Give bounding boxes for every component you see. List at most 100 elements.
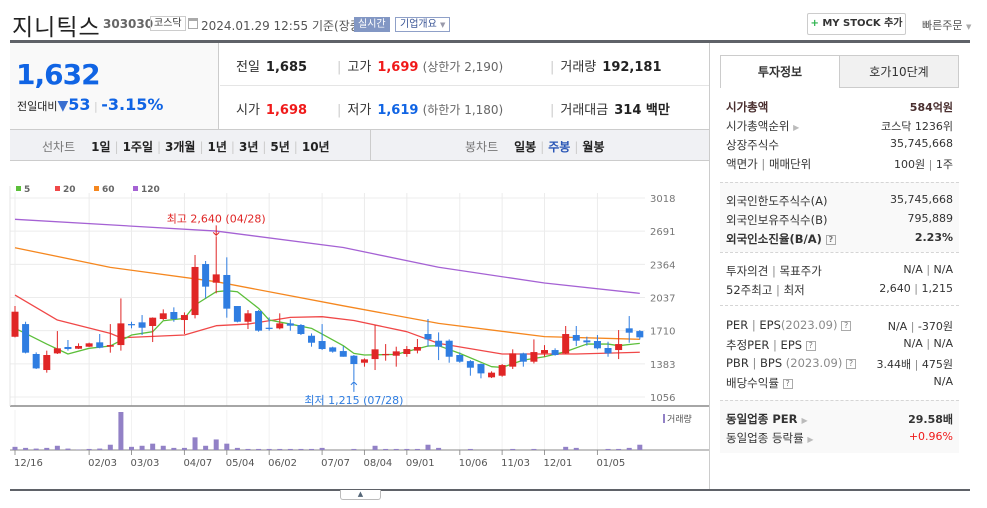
separator: |: [262, 140, 267, 154]
divider: [709, 43, 710, 490]
candle-body: [583, 340, 591, 343]
rank-link[interactable]: 시가총액순위 ▶: [726, 118, 799, 134]
help-icon[interactable]: ?: [825, 234, 836, 245]
x-tick-label: 12/16: [14, 458, 43, 469]
separator: |: [293, 140, 298, 154]
volume-bar: [171, 447, 177, 450]
tab-investment-info[interactable]: 투자정보: [720, 55, 840, 88]
shares-label: 상장주식수: [726, 138, 779, 152]
candle-body: [138, 322, 146, 328]
y-tick-label: 2691: [650, 227, 675, 238]
down-triangle-icon: ▼: [57, 98, 69, 114]
eps-period: (2023.09): [780, 318, 838, 332]
arrow-right-icon: ▶: [793, 123, 800, 132]
x-tick-label: 01/05: [596, 458, 625, 469]
change-label: 전일대비: [17, 100, 58, 113]
arrow-right-icon: ▶: [807, 435, 814, 444]
volume-bar: [605, 448, 611, 450]
tab-line-0[interactable]: 1일: [91, 140, 111, 154]
per-value: N/A: [887, 320, 908, 333]
volume-bar: [393, 448, 399, 450]
volume-bar: [436, 447, 442, 450]
help-icon[interactable]: ?: [841, 320, 852, 331]
est-per-label: 추정PER: [726, 338, 770, 352]
volume-bar: [626, 447, 632, 450]
chevron-down-icon: ▼: [965, 23, 972, 31]
volume-bar: [298, 448, 304, 450]
help-icon[interactable]: ?: [782, 378, 793, 389]
timestamp: 2024.01.29 12:55 기준(장중): [201, 17, 365, 34]
candle-body: [149, 317, 157, 327]
help-icon[interactable]: ?: [805, 340, 816, 351]
candle-body: [22, 324, 30, 353]
corp-overview-dropdown[interactable]: 기업개요 ▼: [395, 17, 451, 32]
legend-label-60: 60: [102, 185, 115, 195]
volume-bar: [372, 445, 378, 450]
high-annotation: 최고 2,640 (04/28): [167, 212, 266, 225]
stock-code: 303030: [103, 17, 154, 31]
volume-bar: [213, 439, 219, 450]
arrow-up-icon: [350, 381, 358, 392]
volume-bar: [33, 448, 39, 450]
unit-label: 매매단위: [768, 157, 812, 171]
pbr-label: PBR: [726, 356, 749, 370]
industry-change-link[interactable]: 동일업종 등락률 ▶: [726, 430, 814, 446]
x-tick-label: 11/03: [501, 458, 530, 469]
add-mystock-button[interactable]: + MY STOCK 추가: [807, 13, 906, 35]
candle-body: [96, 342, 104, 348]
separator: |: [574, 140, 579, 154]
volume-value: 192,181: [602, 60, 662, 75]
plus-icon: +: [810, 18, 819, 29]
w52-low-label: 최저: [783, 283, 805, 297]
candle-body: [392, 351, 400, 356]
candle-body: [75, 345, 83, 349]
tab-line-5[interactable]: 5년: [270, 140, 290, 154]
tab-line-2[interactable]: 3개월: [165, 140, 196, 154]
bps-label: BPS: [760, 356, 783, 370]
quote-row-1: 전일 1,685 | 고가 1,699 (상한가 2,190) | 거래량 192,181: [220, 43, 709, 86]
rank-value: 코스닥 1236위: [881, 120, 953, 133]
x-tick-label: 12/01: [544, 458, 573, 469]
w52-low-value: 1,215: [921, 282, 954, 295]
foreign-limit-label: 외국인한도주식수(A): [726, 194, 828, 208]
industry-per-link[interactable]: 동일업종 PER ▶: [726, 411, 808, 427]
candle-body: [541, 350, 548, 354]
legend-swatch-20: [55, 186, 60, 191]
tab-candle-2[interactable]: 월봉: [582, 140, 605, 154]
volume-bar: [23, 447, 29, 450]
tab-orderbook[interactable]: 호가10단계: [839, 55, 959, 88]
low-label: 저가: [347, 103, 372, 118]
legend-label-120: 120: [141, 185, 160, 195]
quick-order-dropdown[interactable]: 빠른주문 ▼: [922, 17, 971, 33]
realtime-badge[interactable]: 실시간: [354, 17, 390, 32]
tab-line-3[interactable]: 1년: [207, 140, 227, 154]
stock-chart[interactable]: 5 20 60 120 3018 2691 2364 2037 1710 1383 1056 12/1…: [0, 170, 710, 490]
volume-bar: [12, 446, 18, 450]
high-label: 고가: [347, 60, 372, 75]
candle-body: [276, 323, 284, 329]
candle-body: [191, 266, 199, 316]
candle-body: [604, 348, 612, 354]
tab-line-6[interactable]: 10년: [301, 140, 330, 154]
candle-body: [202, 264, 210, 287]
volume-bar: [467, 448, 473, 450]
volume-bar: [637, 444, 643, 450]
candle-body: [572, 335, 580, 341]
tab-line-1[interactable]: 1주일: [122, 140, 153, 154]
candle-body: [435, 340, 443, 347]
tab-candle-1[interactable]: 주봉: [548, 140, 571, 154]
candle-body: [498, 365, 506, 376]
tab-line-4[interactable]: 3년: [238, 140, 259, 154]
volume-bar: [563, 446, 569, 450]
current-price: 1,632: [16, 58, 101, 91]
legend-label-5: 5: [24, 185, 30, 195]
tab-candle-0[interactable]: 일봉: [514, 140, 537, 154]
collapse-chart-button[interactable]: ▲: [340, 490, 381, 500]
candle-body: [64, 346, 72, 350]
price-summary: [10, 43, 219, 129]
y-tick-label: 3018: [650, 194, 675, 205]
x-tick-label: 04/07: [183, 458, 212, 469]
volume-bar: [150, 443, 156, 450]
help-icon[interactable]: ?: [845, 358, 856, 369]
ma-line-20: [14, 294, 640, 355]
